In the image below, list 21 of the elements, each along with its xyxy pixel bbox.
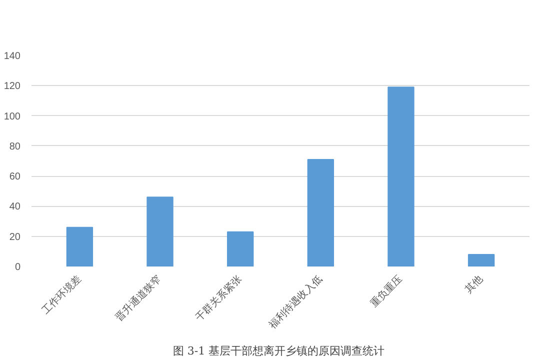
- x-tick-label: 工作环境差: [40, 272, 84, 317]
- y-tick-label: 0: [14, 262, 21, 273]
- y-tick-label: 140: [4, 51, 21, 62]
- bar: [388, 86, 414, 266]
- y-tick-label: 20: [9, 232, 21, 243]
- bar: [307, 158, 334, 266]
- bar: [468, 254, 495, 266]
- y-tick-label: 40: [9, 202, 21, 213]
- x-tick-label: 晋升通道狭窄: [112, 272, 164, 324]
- x-tick-label: 干群关系紧张: [193, 272, 244, 324]
- y-tick-label: 120: [4, 81, 21, 92]
- bar: [226, 231, 254, 266]
- x-tick-label: 福利待遇收入低: [266, 272, 325, 331]
- y-tick-label: 80: [9, 141, 21, 152]
- y-tick-label: 60: [9, 172, 21, 183]
- y-tick-label: 100: [4, 111, 21, 122]
- bar: [146, 196, 174, 266]
- bar: [66, 226, 94, 266]
- caption: 图 3-1 基层干部想离开乡镇的原因调查统计: [172, 344, 385, 358]
- x-tick-label: 其他: [462, 272, 486, 296]
- x-tick-label: 重负重压: [368, 272, 405, 310]
